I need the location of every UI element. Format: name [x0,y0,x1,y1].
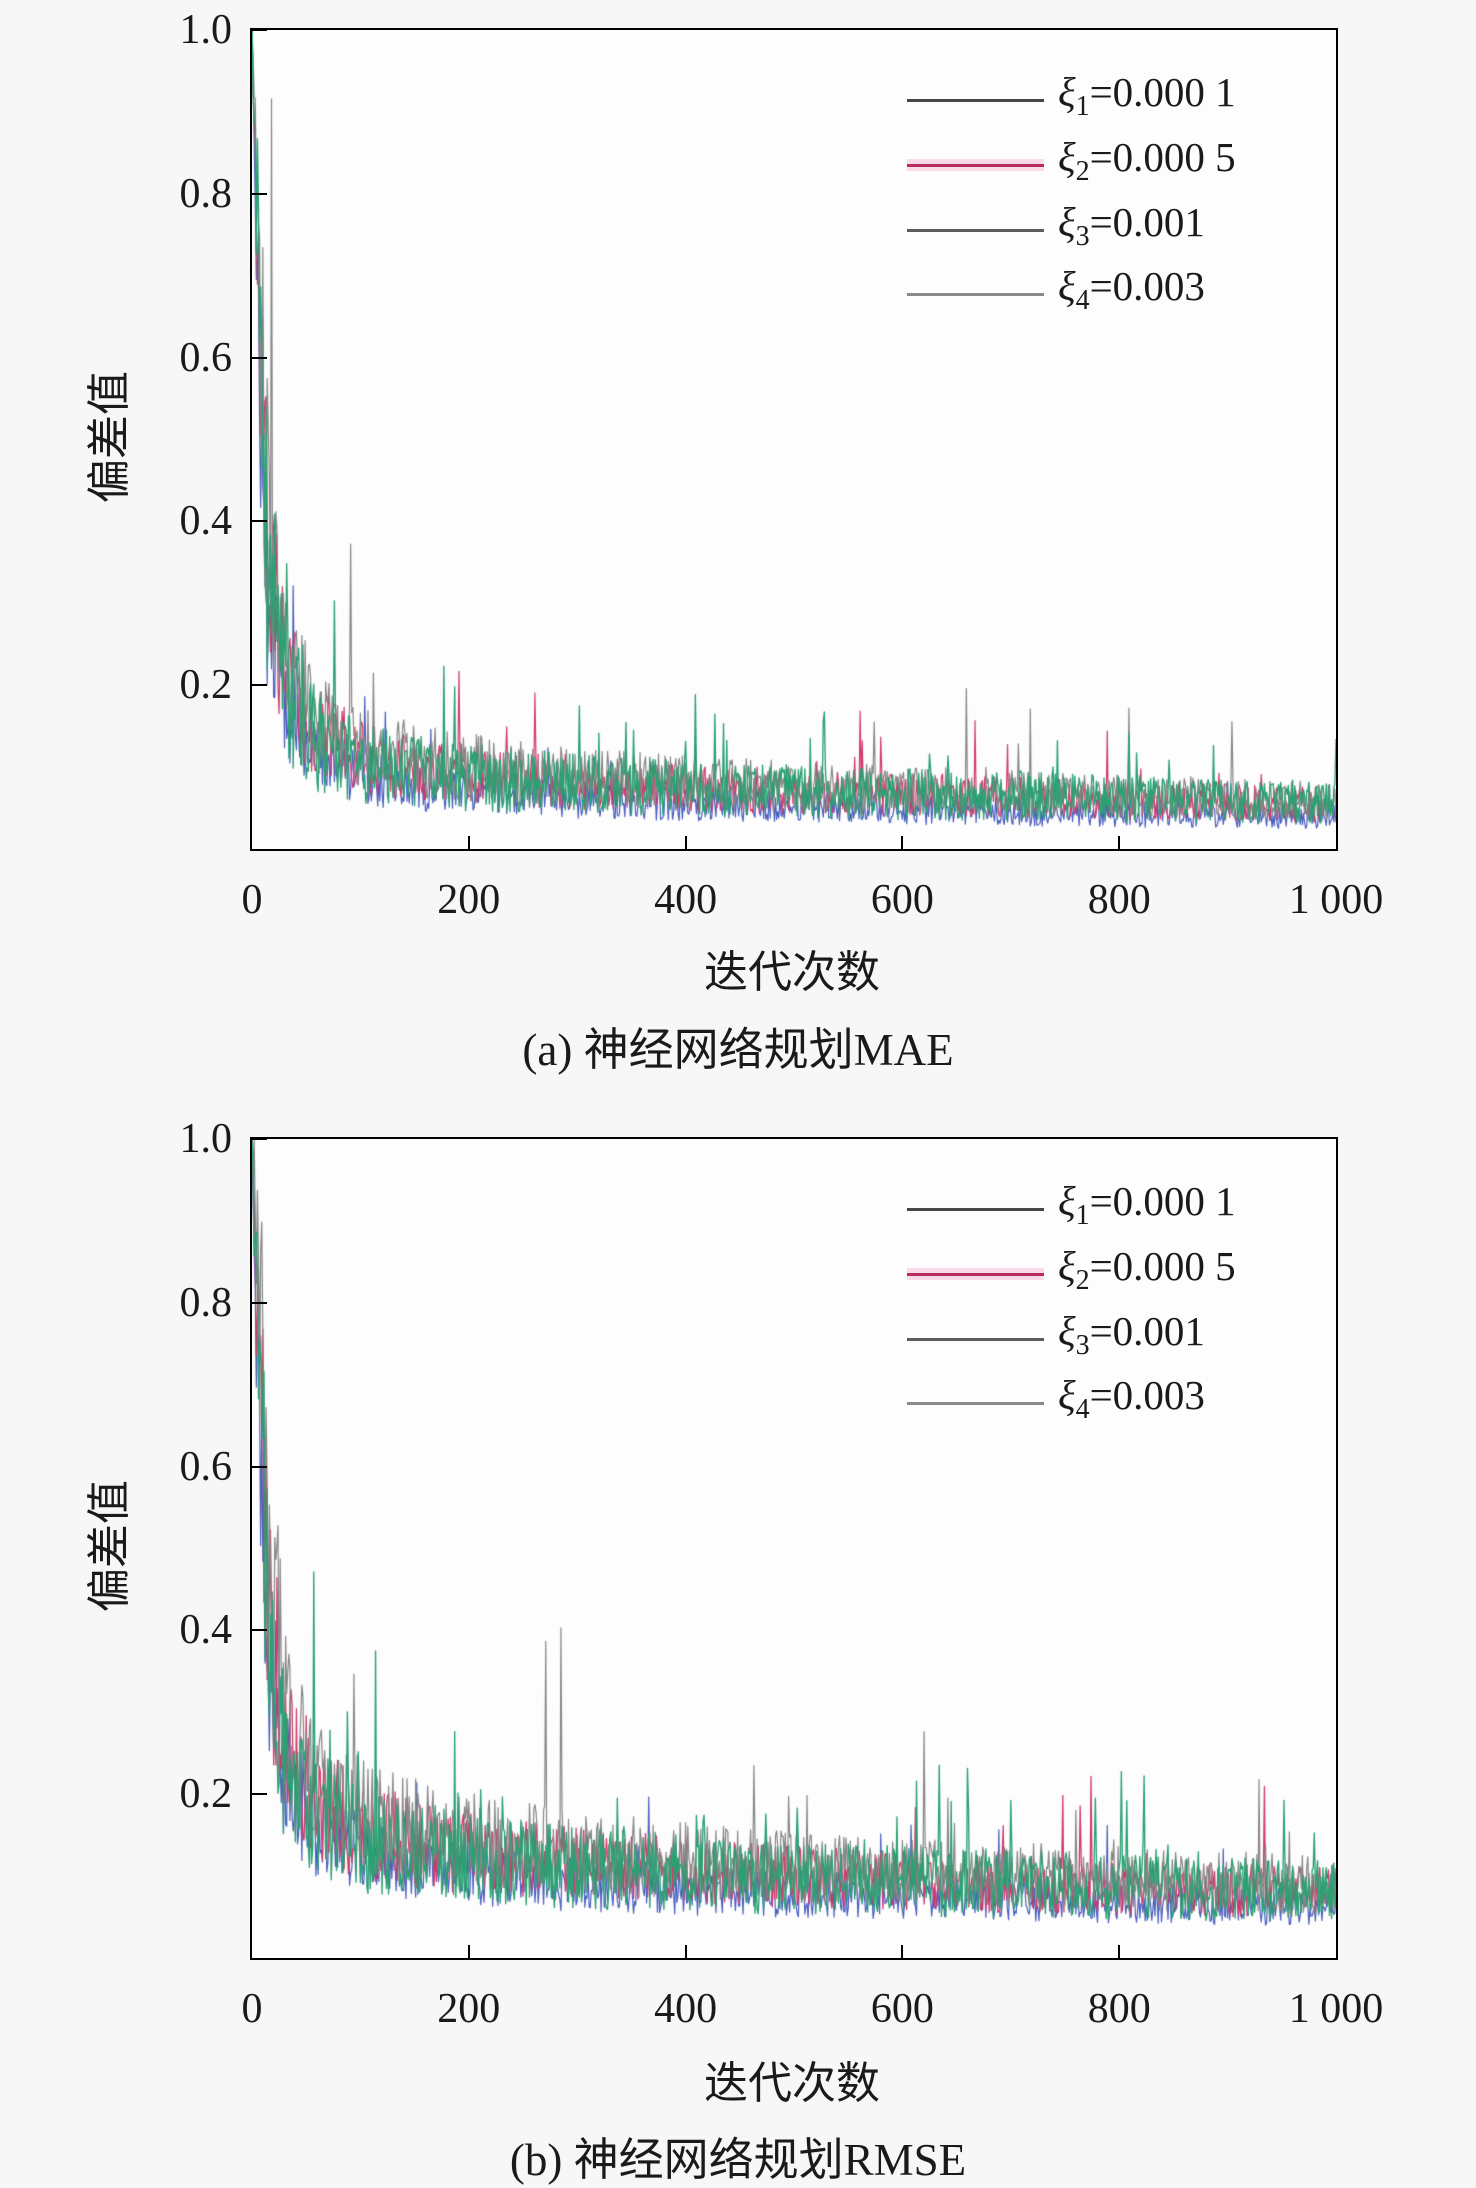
x-tick-label: 200 [437,1986,501,2032]
legend-line [907,98,1044,102]
y-tick-mark [252,29,267,31]
x-tick-label: 400 [654,877,718,923]
x-tick-label: 200 [437,877,501,923]
legend-line-swatch [907,1268,1044,1280]
legend-label: ξ2=0.000 5 [1058,1243,1236,1297]
x-axis-title: 迭代次数 [704,2059,880,2108]
legend-line [907,1272,1044,1276]
y-tick-label: 0.6 [179,334,233,381]
legend-line [907,1401,1044,1405]
legend-item: ξ2=0.000 5 [907,1243,1236,1298]
legend-label: ξ2=0.000 5 [1058,134,1236,188]
y-tick-mark [252,684,267,687]
panel-caption: (b) 神经网络规划RMSE [509,2135,967,2185]
curves-canvas [252,30,1336,849]
legend-label: ξ3=0.001 [1058,1308,1205,1362]
plot-area: ξ1=0.000 1 ξ2=0.000 5 ξ3=0.001 ξ4=0.003 0.2… [180,1116,1384,2032]
legend-item: ξ3=0.001 [907,1308,1205,1363]
x-tick-label: 800 [1087,877,1151,923]
x-tick-label: 1 000 [1288,1986,1384,2032]
y-tick-label: 0.8 [179,170,233,217]
plot-area: ξ1=0.000 1 ξ2=0.000 5 ξ3=0.001 ξ4=0.003 0.2… [180,7,1384,923]
panel-caption: (a) 神经网络规划MAE [522,1025,954,1075]
legend-label: ξ4=0.003 [1058,263,1205,317]
y-tick-label: 1.0 [179,1116,233,1162]
y-tick-label: 0.6 [179,1443,233,1490]
x-tick-mark [1118,1945,1121,1958]
legend-line-swatch [907,159,1044,171]
legend-line-swatch [907,224,1044,236]
x-tick-mark [1118,836,1121,849]
legend-line [907,228,1044,232]
chart-panel-b: 偏差值 ξ1=0.000 1 ξ2=0.000 5 ξ3=0.001 ξ4=0.003… [0,1116,1476,2185]
y-tick-mark [252,1793,267,1796]
x-tick-mark [467,1945,470,1958]
legend-line-swatch [907,1203,1044,1215]
legend-item: ξ3=0.001 [907,199,1205,254]
y-tick-mark [252,356,267,359]
x-axis-title: 迭代次数 [704,948,880,997]
x-tick-label: 0 [241,1986,263,2032]
x-tick-mark [467,836,470,849]
y-tick-label: 0.2 [179,1771,233,1818]
x-tick-mark [684,836,687,849]
legend-item: ξ1=0.000 1 [907,1178,1236,1233]
x-tick-mark [684,1945,687,1958]
legend-line [907,1337,1044,1341]
x-tick-label: 600 [870,1986,934,2032]
legend-label: ξ1=0.000 1 [1058,1178,1236,1232]
x-tick-label: 1 000 [1288,877,1384,923]
legend-item: ξ2=0.000 5 [907,134,1236,189]
legend-label: ξ4=0.003 [1058,1372,1205,1426]
legend-line-swatch [907,1397,1044,1409]
y-tick-label: 0.2 [179,662,233,709]
curves-canvas [252,1139,1336,1958]
legend-line-swatch [907,1333,1044,1345]
x-tick-mark [901,836,904,849]
legend-line [907,163,1044,167]
legend-line [907,1207,1044,1211]
y-tick-mark [252,192,267,195]
y-tick-label: 0.4 [179,498,233,545]
y-tick-mark [252,1301,267,1304]
x-tick-label: 600 [870,877,934,923]
x-tick-mark [901,1945,904,1958]
chart-panel-a: 偏差值 ξ1=0.000 1 ξ2=0.000 5 ξ3=0.001 ξ4=0.003… [0,7,1476,1088]
y-tick-label: 0.8 [179,1279,233,1326]
y-axis-title: 偏差值 [85,1480,134,1612]
y-tick-label: 0.4 [179,1607,233,1654]
y-tick-label: 1.0 [179,7,233,53]
y-tick-mark [252,1138,267,1140]
legend-line [907,292,1044,296]
legend-item: ξ4=0.003 [907,263,1205,318]
x-tick-label: 800 [1087,1986,1151,2032]
legend-line-swatch [907,94,1044,106]
y-axis-title: 偏差值 [85,371,134,503]
legend-item: ξ1=0.000 1 [907,69,1236,124]
y-tick-mark [252,520,267,523]
x-tick-label: 400 [654,1986,718,2032]
legend-label: ξ3=0.001 [1058,199,1205,253]
y-tick-mark [252,1465,267,1468]
legend-line-swatch [907,288,1044,300]
y-tick-mark [252,1629,267,1632]
x-tick-label: 0 [241,877,263,923]
legend-item: ξ4=0.003 [907,1372,1205,1427]
legend-label: ξ1=0.000 1 [1058,69,1236,123]
